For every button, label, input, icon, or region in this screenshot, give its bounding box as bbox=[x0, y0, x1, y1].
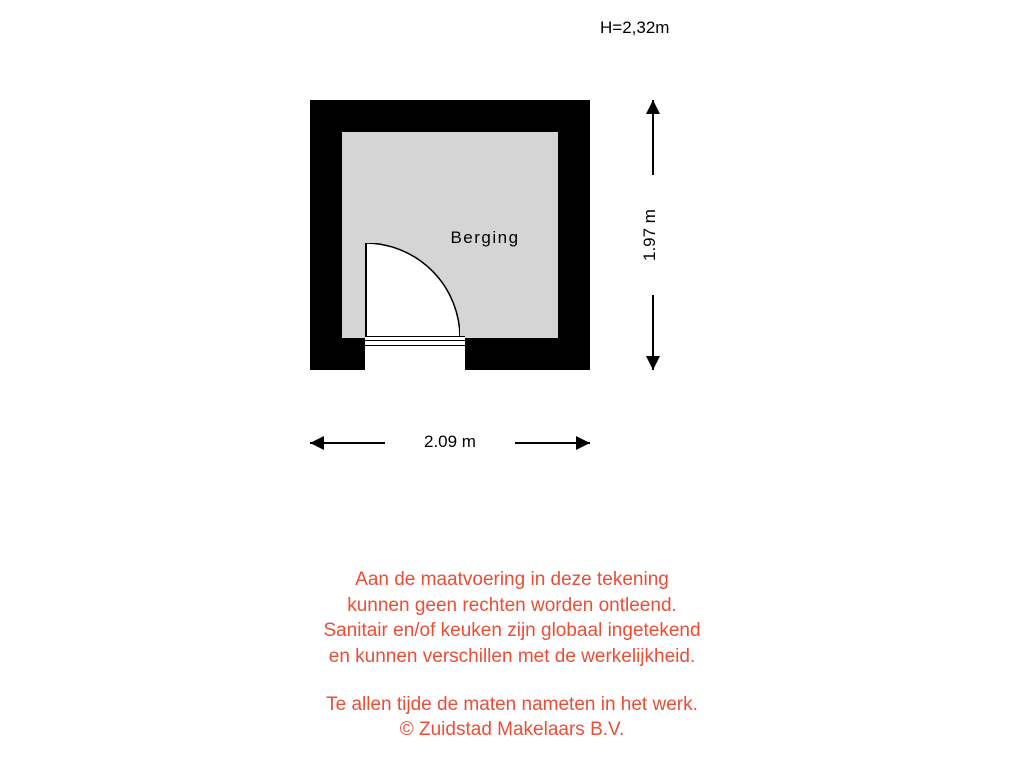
wall-bottom-left bbox=[310, 338, 365, 370]
dimension-height: 1.97 m bbox=[640, 100, 680, 370]
wall-right bbox=[558, 100, 590, 370]
dimension-height-label: 1.97 m bbox=[640, 125, 660, 345]
ceiling-height-label: H=2,32m bbox=[600, 18, 669, 38]
door-threshold bbox=[365, 336, 465, 346]
floorplan: Berging bbox=[310, 100, 590, 370]
wall-left bbox=[310, 100, 342, 370]
arrow-down-icon bbox=[646, 356, 660, 370]
dimension-width-label: 2.09 m bbox=[310, 432, 590, 452]
arrow-up-icon bbox=[646, 100, 660, 114]
wall-bottom-right bbox=[465, 338, 590, 370]
door-swing-arc bbox=[365, 243, 460, 338]
disclaimer-text: Aan de maatvoering in deze tekening kunn… bbox=[0, 567, 1024, 743]
wall-top bbox=[310, 100, 590, 132]
dimension-width: 2.09 m bbox=[310, 430, 590, 470]
room-label: Berging bbox=[415, 228, 555, 248]
